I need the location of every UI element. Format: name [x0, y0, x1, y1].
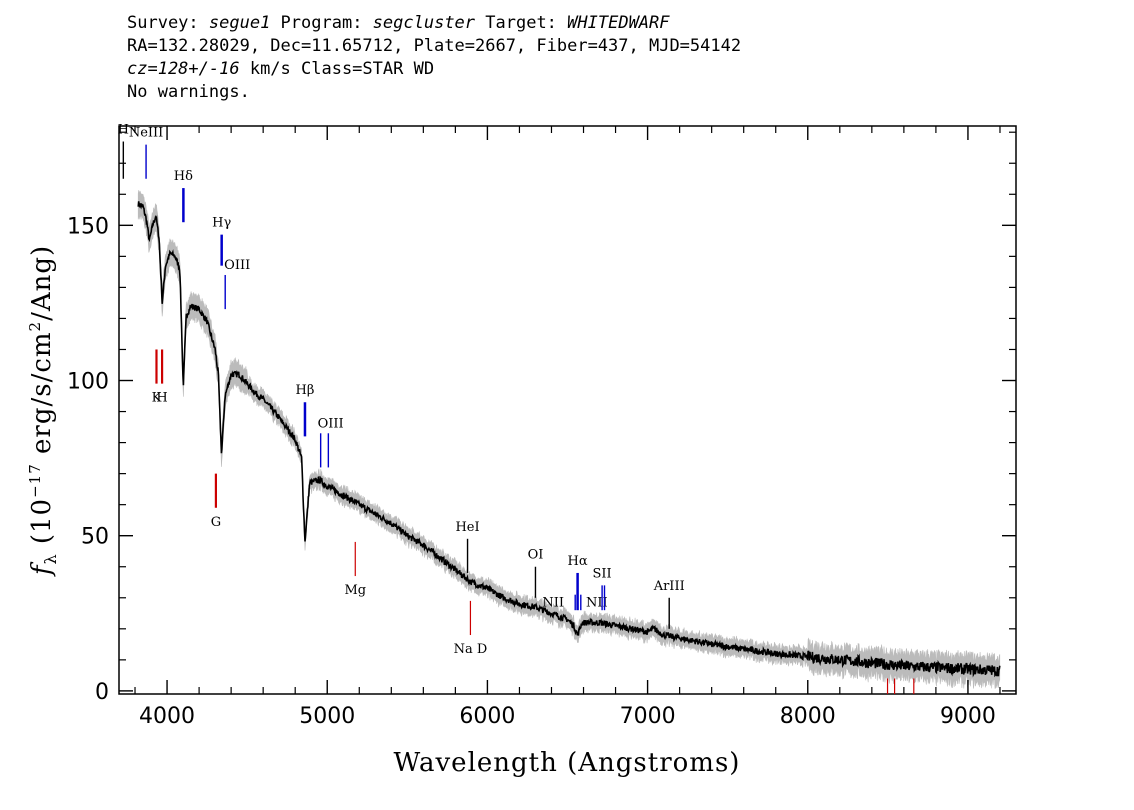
absorption-line-label: H — [156, 391, 167, 406]
x-tick-label: 8000 — [780, 704, 836, 729]
y-axis-title: fλ (10−17 erg/s/cm2/Ang) — [26, 245, 60, 577]
error-band-layer — [137, 190, 1001, 689]
emission-line-label: Hβ — [296, 383, 315, 398]
spectrum-header: Survey: segue1 Program: segcluster Targe… — [127, 12, 741, 104]
emission-line-label: Hδ — [174, 169, 193, 184]
absorption-line-label: G — [211, 515, 221, 530]
x-axis-title: Wavelength (Angstroms) — [394, 748, 741, 778]
emission-line-label: Hγ — [212, 216, 231, 231]
x-tick-label: 7000 — [620, 704, 676, 729]
absorption-line-label: K — [152, 391, 162, 406]
x-tick-label: 4000 — [139, 704, 195, 729]
line-markers-layer: H NeIIIHδHγOIIIHβOIIIHeIOINIIHαNIISIIArII… — [118, 123, 915, 694]
spectrum-layer — [137, 201, 1001, 678]
emission-line-label: SII — [593, 566, 612, 581]
emission-line-label: NeIII — [129, 126, 163, 141]
header-line-coordinates: RA=132.28029, Dec=11.65712, Plate=2667, … — [127, 36, 742, 56]
emission-line-label: ArIII — [653, 579, 685, 594]
error-band — [137, 190, 1001, 689]
spectrum-line — [137, 201, 1001, 678]
x-tick-label: 5000 — [299, 704, 355, 729]
survey-name: segue1 — [208, 13, 271, 33]
emission-line-label: HeI — [455, 520, 479, 535]
x-tick-label: 6000 — [459, 704, 515, 729]
y-tick-label: 100 — [67, 370, 109, 395]
redshift-value: cz=128+/-16 — [127, 59, 240, 79]
header-line-redshift: cz=128+/-16 km/s Class=STAR WD — [127, 59, 435, 79]
emission-line-label: H — [118, 123, 129, 138]
absorption-line-label: Na D — [454, 642, 488, 657]
emission-line-label: NII — [542, 596, 564, 611]
absorption-line-label: Mg — [344, 583, 366, 598]
header-line-survey: Survey: segue1 Program: segcluster Targe… — [127, 13, 670, 33]
emission-line-label: OI — [528, 548, 544, 563]
x-tick-label: 9000 — [940, 704, 996, 729]
target-name: WHITEDWARF — [567, 13, 670, 33]
emission-line-label: Hα — [568, 554, 588, 569]
emission-line-label: OIII — [224, 258, 250, 273]
y-tick-label: 150 — [67, 214, 109, 239]
y-tick-label: 50 — [81, 525, 109, 550]
header-line-warnings: No warnings. — [127, 82, 250, 102]
plot-frame — [118, 125, 1017, 695]
emission-line-label: OIII — [318, 416, 344, 431]
axis-ticks-layer: 4000 5000 6000 7000 8000 9000 0 50 100 150 — [67, 126, 1016, 729]
program-name: segcluster — [372, 13, 476, 33]
y-tick-label: 0 — [95, 680, 109, 705]
